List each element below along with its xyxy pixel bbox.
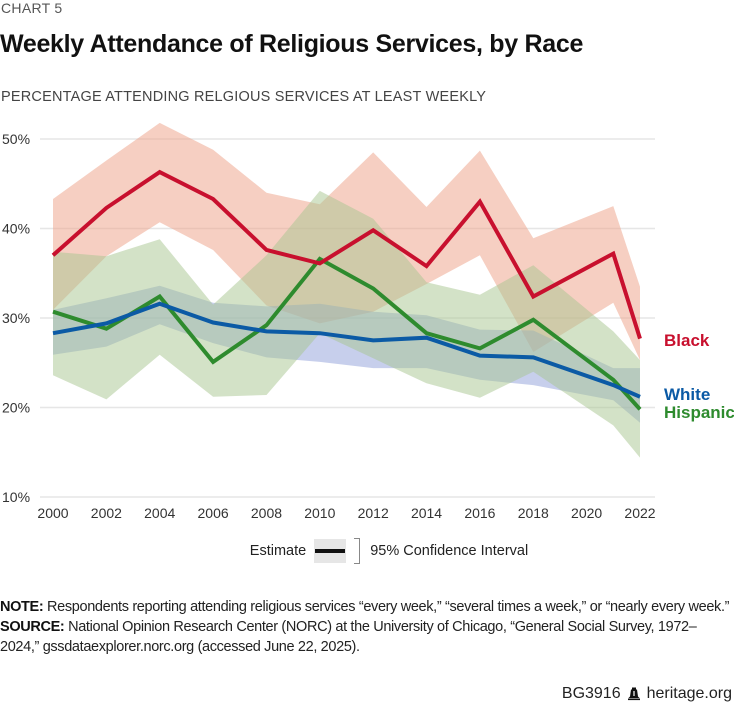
site-link[interactable]: heritage.org: [646, 685, 732, 702]
x-tick-label: 2006: [198, 505, 229, 521]
y-tick-label: 30%: [2, 310, 30, 326]
legend-ci-label: 95% Confidence Interval: [370, 543, 529, 559]
source-text: National Opinion Research Center (NORC) …: [0, 619, 697, 655]
line-hispanic: [52, 256, 642, 411]
footer: BG3916 heritage.org: [562, 685, 732, 703]
source-label: SOURCE:: [0, 619, 65, 635]
x-tick-label: 2004: [144, 505, 175, 521]
x-tick-label: 2002: [91, 505, 122, 521]
x-tick-label: 2018: [518, 505, 549, 521]
confidence-bands: [53, 122, 640, 458]
estimate-lines: [51, 169, 642, 411]
y-tick-label: 50%: [2, 131, 30, 147]
chart-title: Weekly Attendance of Religious Services,…: [0, 30, 584, 58]
line-black: [51, 169, 642, 340]
chart-number: CHART 5: [1, 0, 63, 16]
note-label: NOTE:: [0, 599, 44, 615]
x-tick-label: 2012: [358, 505, 389, 521]
source-line: SOURCE: National Opinion Research Center…: [0, 617, 734, 657]
x-tick-label: 2020: [571, 505, 602, 521]
y-tick-label: 20%: [2, 400, 30, 416]
x-tick-label: 2010: [304, 505, 335, 521]
y-tick-label: 10%: [2, 489, 30, 505]
liberty-bell-icon: [627, 687, 640, 701]
x-tick-label: 2008: [251, 505, 282, 521]
note-line: NOTE: Respondents reporting attending re…: [0, 597, 734, 617]
series-label-white: White: [664, 385, 710, 404]
y-tick-label: 40%: [2, 221, 30, 237]
x-tick-label: 2022: [624, 505, 655, 521]
legend-bracket-icon: [354, 538, 361, 564]
legend-swatch-icon: [314, 539, 347, 563]
series-label-black: Black: [664, 331, 710, 350]
series-label-hispanic: Hispanic: [664, 403, 734, 422]
note-text: Respondents reporting attending religiou…: [43, 599, 730, 615]
x-tick-label: 2016: [464, 505, 495, 521]
report-code: BG3916: [561, 685, 621, 702]
legend-estimate-label: Estimate: [249, 543, 307, 559]
y-axis-ticks: 10% 20% 30% 40% 50%: [2, 131, 30, 505]
line-white: [52, 301, 641, 399]
line-chart: 10% 20% 30% 40% 50% 2000 2002 2004 2006 2008 2010…: [2, 122, 734, 521]
notes: NOTE: Respondents reporting attending re…: [0, 597, 734, 657]
x-tick-label: 2014: [411, 505, 442, 521]
ci-band-hispanic: [53, 190, 640, 458]
x-tick-label: 2000: [37, 505, 68, 521]
x-axis-ticks: 2000 2002 2004 2006 2008 2010 2012 2014 2016 2018…: [37, 505, 655, 521]
legend: Estimate 95% Confidence Interval: [0, 538, 734, 564]
chart-subtitle: PERCENTAGE ATTENDING RELGIOUS SERVICES A…: [1, 89, 487, 105]
